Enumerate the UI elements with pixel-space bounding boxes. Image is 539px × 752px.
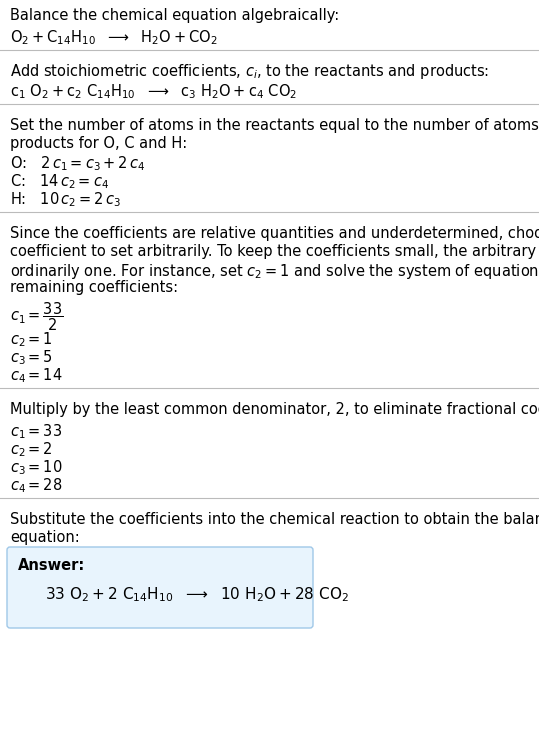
- Text: Balance the chemical equation algebraically:: Balance the chemical equation algebraica…: [10, 8, 339, 23]
- Text: Answer:: Answer:: [18, 558, 85, 573]
- Text: $c_1 = 33$: $c_1 = 33$: [10, 422, 63, 441]
- Text: $c_4 = 28$: $c_4 = 28$: [10, 476, 63, 495]
- FancyBboxPatch shape: [7, 547, 313, 628]
- Text: equation:: equation:: [10, 530, 80, 545]
- Text: $\mathrm{33\ O_2 + 2\ C_{14}H_{10}\ \ \longrightarrow\ \ 10\ H_2O + 28\ CO_2}$: $\mathrm{33\ O_2 + 2\ C_{14}H_{10}\ \ \l…: [45, 585, 349, 604]
- Text: $c_2 = 2$: $c_2 = 2$: [10, 440, 53, 459]
- Text: Set the number of atoms in the reactants equal to the number of atoms in the: Set the number of atoms in the reactants…: [10, 118, 539, 133]
- Text: Multiply by the least common denominator, 2, to eliminate fractional coefficient: Multiply by the least common denominator…: [10, 402, 539, 417]
- Text: remaining coefficients:: remaining coefficients:: [10, 280, 178, 295]
- Text: $\mathrm{c_1\ O_2 + c_2\ C_{14}H_{10}\ \ \longrightarrow\ \ c_3\ H_2O + c_4\ CO_: $\mathrm{c_1\ O_2 + c_2\ C_{14}H_{10}\ \…: [10, 82, 297, 101]
- Text: $c_2 = 1$: $c_2 = 1$: [10, 330, 53, 349]
- Text: $c_3 = 10$: $c_3 = 10$: [10, 458, 63, 477]
- Text: O:   $2\,c_1 = c_3 + 2\,c_4$: O: $2\,c_1 = c_3 + 2\,c_4$: [10, 154, 146, 173]
- Text: $c_3 = 5$: $c_3 = 5$: [10, 348, 53, 367]
- Text: $c_1 = \dfrac{33}{2}$: $c_1 = \dfrac{33}{2}$: [10, 300, 64, 332]
- Text: C:   $14\,c_2 = c_4$: C: $14\,c_2 = c_4$: [10, 172, 109, 191]
- Text: ordinarily one. For instance, set $c_2 = 1$ and solve the system of equations fo: ordinarily one. For instance, set $c_2 =…: [10, 262, 539, 281]
- Text: coefficient to set arbitrarily. To keep the coefficients small, the arbitrary va: coefficient to set arbitrarily. To keep …: [10, 244, 539, 259]
- Text: Since the coefficients are relative quantities and underdetermined, choose a: Since the coefficients are relative quan…: [10, 226, 539, 241]
- Text: products for O, C and H:: products for O, C and H:: [10, 136, 187, 151]
- Text: $\mathrm{O_2 + C_{14}H_{10}\ \ \longrightarrow\ \ H_2O + CO_2}$: $\mathrm{O_2 + C_{14}H_{10}\ \ \longrigh…: [10, 28, 218, 47]
- Text: $c_4 = 14$: $c_4 = 14$: [10, 366, 63, 385]
- Text: Add stoichiometric coefficients, $c_i$, to the reactants and products:: Add stoichiometric coefficients, $c_i$, …: [10, 62, 489, 81]
- Text: H:   $10\,c_2 = 2\,c_3$: H: $10\,c_2 = 2\,c_3$: [10, 190, 121, 209]
- Text: Substitute the coefficients into the chemical reaction to obtain the balanced: Substitute the coefficients into the che…: [10, 512, 539, 527]
